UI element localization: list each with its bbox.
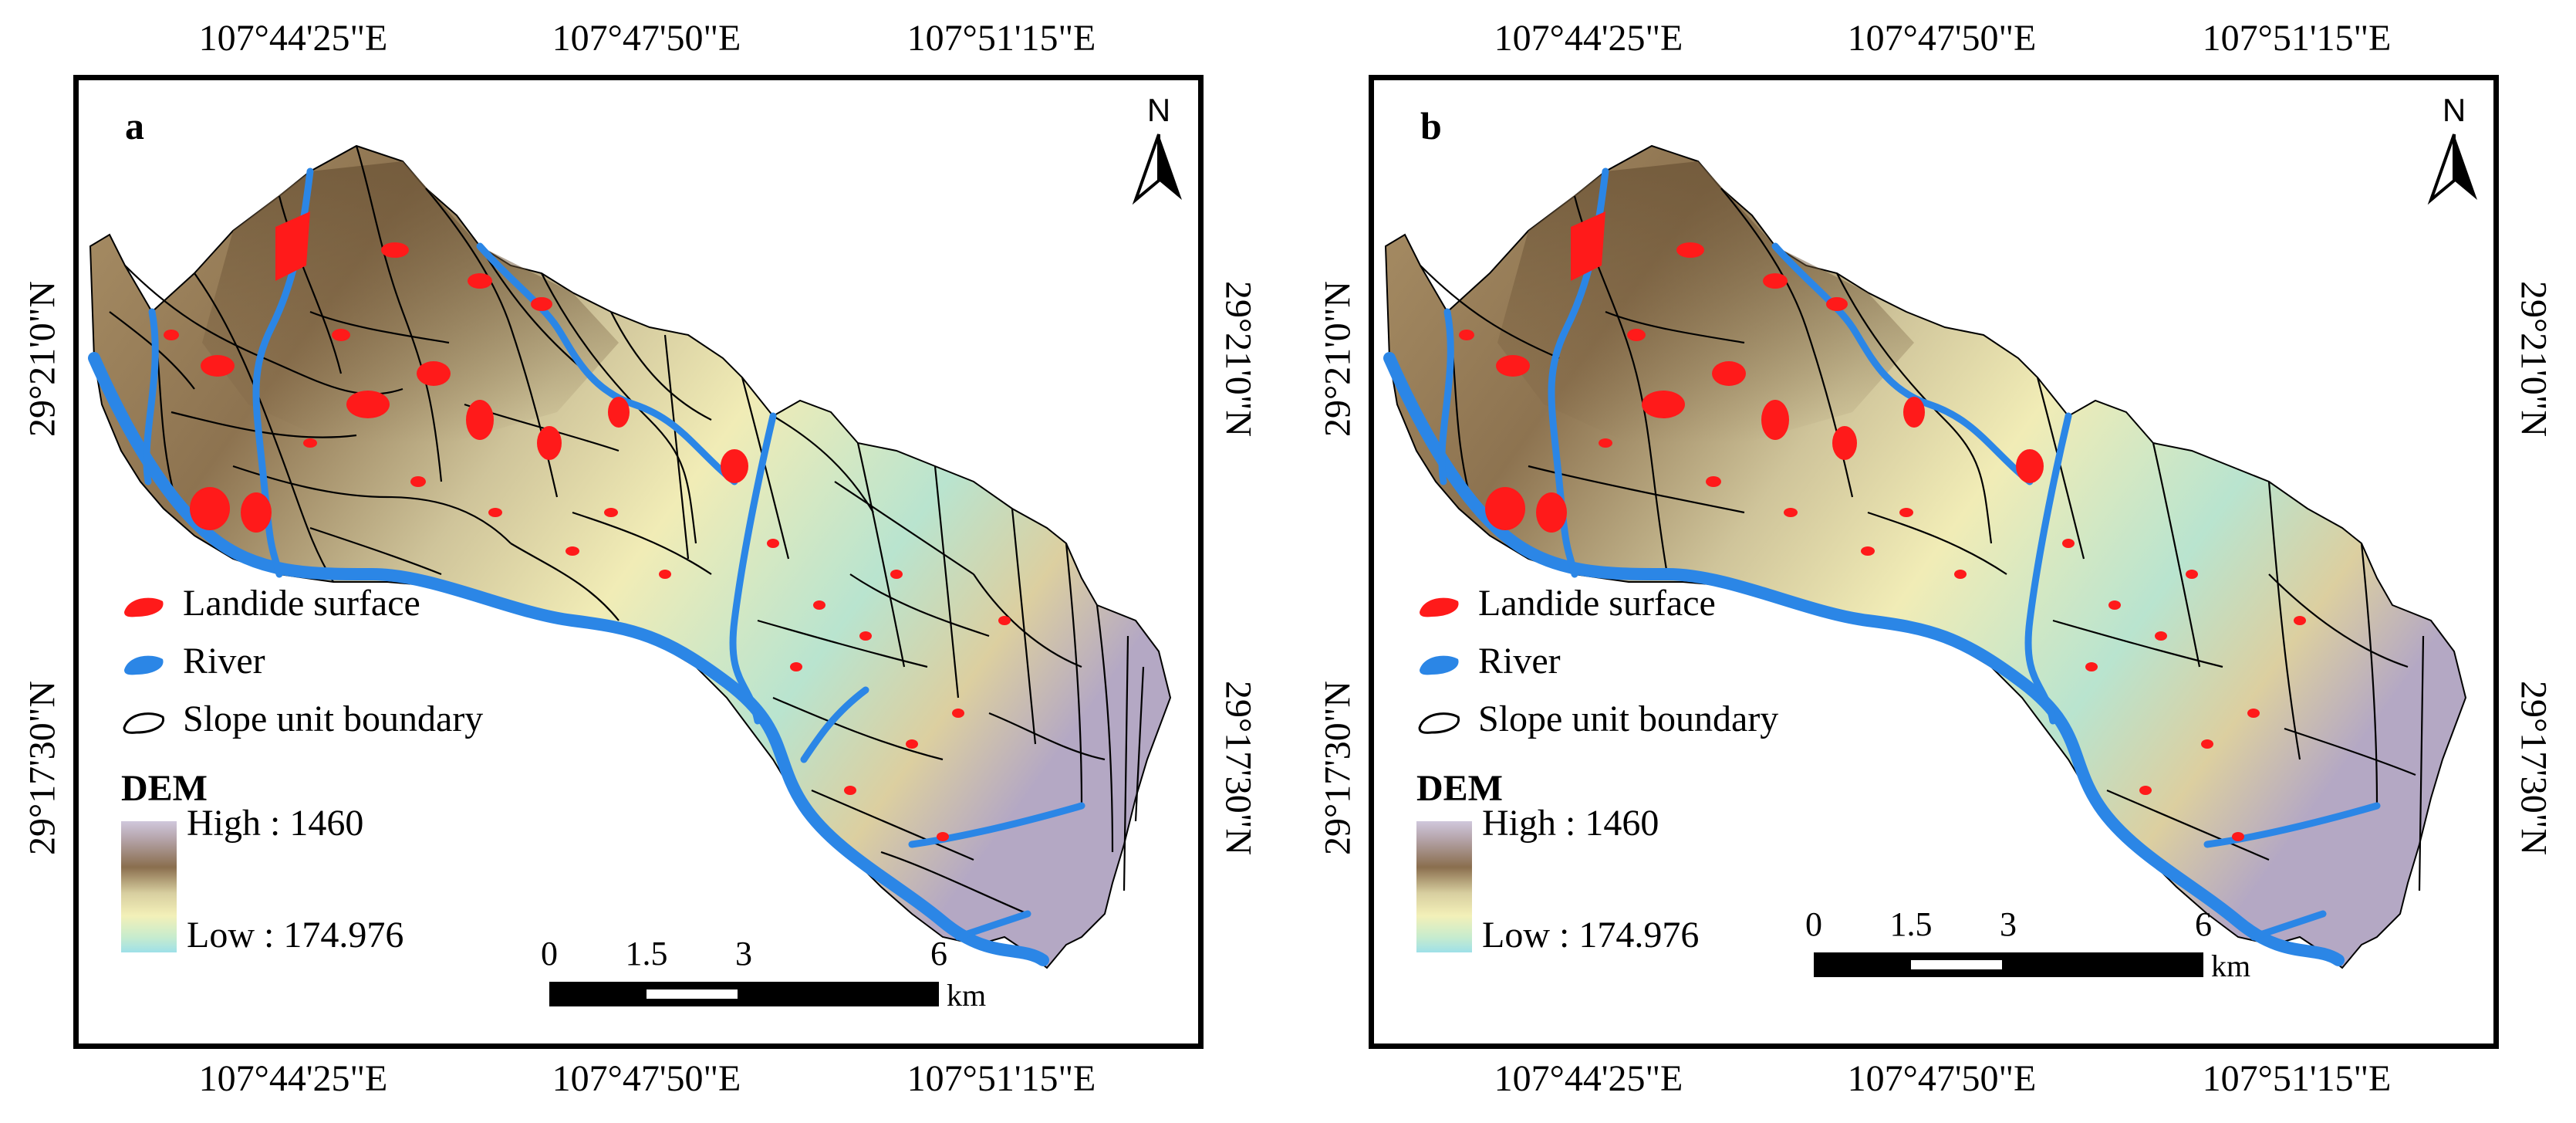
tributary (143, 308, 159, 485)
panel-label: b (1420, 104, 1442, 147)
legend-landslide-label: Landide surface (183, 583, 420, 624)
scale-unit: km (947, 978, 987, 1013)
legend-landslide-label: Landide surface (1478, 583, 1716, 624)
tributary (2250, 910, 2327, 941)
dem-legend-title: DEM (121, 768, 208, 809)
slope-unit-boundaries (1420, 188, 2425, 891)
tributary (908, 802, 1085, 848)
tributary (2024, 412, 2072, 725)
dem-high-label: High : 1460 (1482, 803, 1659, 844)
river-swatch-icon (1420, 655, 1459, 675)
scale-tick-label: 3 (2000, 905, 2017, 943)
north-arrow-icon (1132, 134, 1182, 205)
lat-tick-label: 29°17'30"N (22, 680, 63, 856)
lon-tick-label: 107°44'25"E (1494, 1058, 1683, 1099)
legend-slope-unit-label: Slope unit boundary (1478, 698, 1779, 739)
slope-unit-boundaries (109, 145, 1145, 915)
scale-tick-label: 6 (2195, 905, 2212, 943)
slope-unit-swatch-icon (1418, 712, 1460, 734)
rivers (1383, 167, 2381, 966)
tributary (476, 242, 738, 485)
legend-river: River (121, 640, 265, 682)
dem-low-label: Low : 174.976 (187, 915, 404, 956)
north-label: N (2442, 92, 2466, 128)
river-swatch-icon (124, 655, 164, 675)
north-label: N (1146, 92, 1171, 128)
panel-label: a (125, 104, 144, 147)
dem-legend-title: DEM (1416, 768, 1503, 809)
lat-tick-label: 29°21'0"N (1217, 280, 1259, 438)
legend-slope-unit-label: Slope unit boundary (183, 698, 484, 739)
legend-slope-unit: Slope unit boundary (121, 698, 483, 740)
slope-unit-swatch-icon (123, 712, 164, 734)
lon-tick-label: 107°51'15"E (906, 1058, 1096, 1099)
tributary (2203, 802, 2381, 848)
landslide-swatch-icon (1420, 597, 1459, 617)
dem-color-ramp (1416, 821, 1472, 952)
dem-low-label: Low : 174.976 (1482, 915, 1700, 956)
lon-tick-label: 107°51'15"E (2202, 1058, 2392, 1099)
lat-tick-label: 29°21'0"N (1317, 280, 1359, 438)
dem-color-ramp (121, 821, 177, 952)
scale-tick-label: 1.5 (1889, 905, 1933, 943)
scale-tick-label: 0 (541, 935, 558, 972)
main-river (88, 352, 1049, 966)
map-frame: a N Landide surface River Slope unit bou… (73, 75, 1204, 1049)
map-canvas (88, 144, 1172, 969)
map-panel-b: 107°44'25"E 107°47'50"E 107°51'15"E 107°… (1295, 0, 2576, 1123)
main-river (1383, 352, 2345, 966)
map-canvas (1383, 144, 2467, 969)
legend-river: River (1416, 640, 1561, 682)
legend-river-label: River (1478, 641, 1561, 682)
landslide-surfaces (1459, 211, 2306, 841)
lat-tick-label: 29°21'0"N (2513, 280, 2554, 438)
north-arrow: N (1128, 92, 1190, 215)
lon-tick-label: 107°44'25"E (198, 1058, 388, 1099)
lon-tick-label: 107°44'25"E (1494, 18, 1683, 59)
lat-tick-label: 29°17'30"N (1217, 680, 1259, 856)
scale-tick-label: 0 (1805, 905, 1822, 943)
tributary (1438, 308, 1454, 485)
lon-tick-label: 107°51'15"E (2202, 18, 2392, 59)
tributary (729, 412, 777, 725)
lon-tick-label: 107°47'50"E (1847, 1058, 2037, 1099)
legend-landslide: Landide surface (1416, 582, 1716, 624)
landslide-swatch-icon (124, 597, 164, 617)
scale-unit: km (2211, 949, 2251, 983)
scale-bar: 0 1.5 3 6 km (541, 935, 986, 1013)
map-panel-a: 107°44'25"E 107°47'50"E 107°51'15"E 107°… (0, 0, 1281, 1123)
lon-tick-label: 107°47'50"E (552, 1058, 741, 1099)
lat-tick-label: 29°21'0"N (22, 280, 63, 438)
lat-tick-label: 29°17'30"N (2513, 680, 2554, 856)
scale-tick-label: 1.5 (625, 935, 668, 972)
scale-bar: 0 1.5 3 6 km (1805, 905, 2250, 983)
legend-slope-unit: Slope unit boundary (1416, 698, 1778, 740)
scale-bar-graphic (1814, 952, 2203, 977)
legend-landslide: Landide surface (121, 582, 420, 624)
landslide-surfaces (164, 211, 1011, 841)
tributary (1771, 242, 2034, 485)
map-frame: b N Landide surface River Slope unit bou… (1369, 75, 2499, 1049)
north-arrow-icon (2427, 134, 2477, 205)
lat-tick-label: 29°17'30"N (1317, 680, 1359, 856)
north-arrow: N (2423, 92, 2485, 215)
scale-tick-label: 3 (735, 935, 752, 972)
scale-bar-graphic (549, 982, 939, 1006)
dem-high-label: High : 1460 (187, 803, 364, 844)
tributary (800, 686, 869, 763)
lon-tick-label: 107°44'25"E (198, 18, 388, 59)
tributary (954, 910, 1031, 941)
lon-tick-label: 107°51'15"E (906, 18, 1096, 59)
scale-tick-label: 6 (930, 935, 947, 972)
lon-tick-label: 107°47'50"E (552, 18, 741, 59)
legend-river-label: River (183, 641, 265, 682)
lon-tick-label: 107°47'50"E (1847, 18, 2037, 59)
